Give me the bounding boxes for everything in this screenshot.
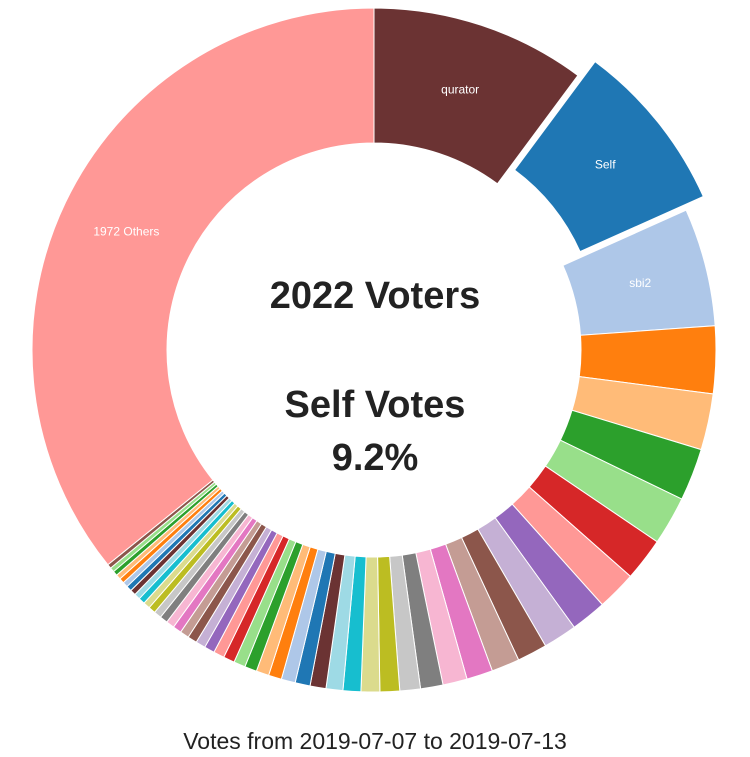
slice-label-1972-others: 1972 Others [93,225,159,239]
voter-count: 2022 Voters [269,275,481,317]
slice-label-sbi2: sbi2 [629,276,651,290]
slice-qurator [373,7,579,185]
slice-1972-others [31,7,375,566]
self-votes-value: 9.2% [331,437,419,479]
slice-self [513,60,704,253]
slice-label-qurator: qurator [441,82,479,96]
self-votes-label: Self Votes [284,384,466,426]
donut-chart: qurator Self sbi2 1972 Others [31,7,717,693]
slice-label-self: Self [595,157,616,171]
date-range-caption: Votes from 2019-07-07 to 2019-07-13 [183,728,567,754]
